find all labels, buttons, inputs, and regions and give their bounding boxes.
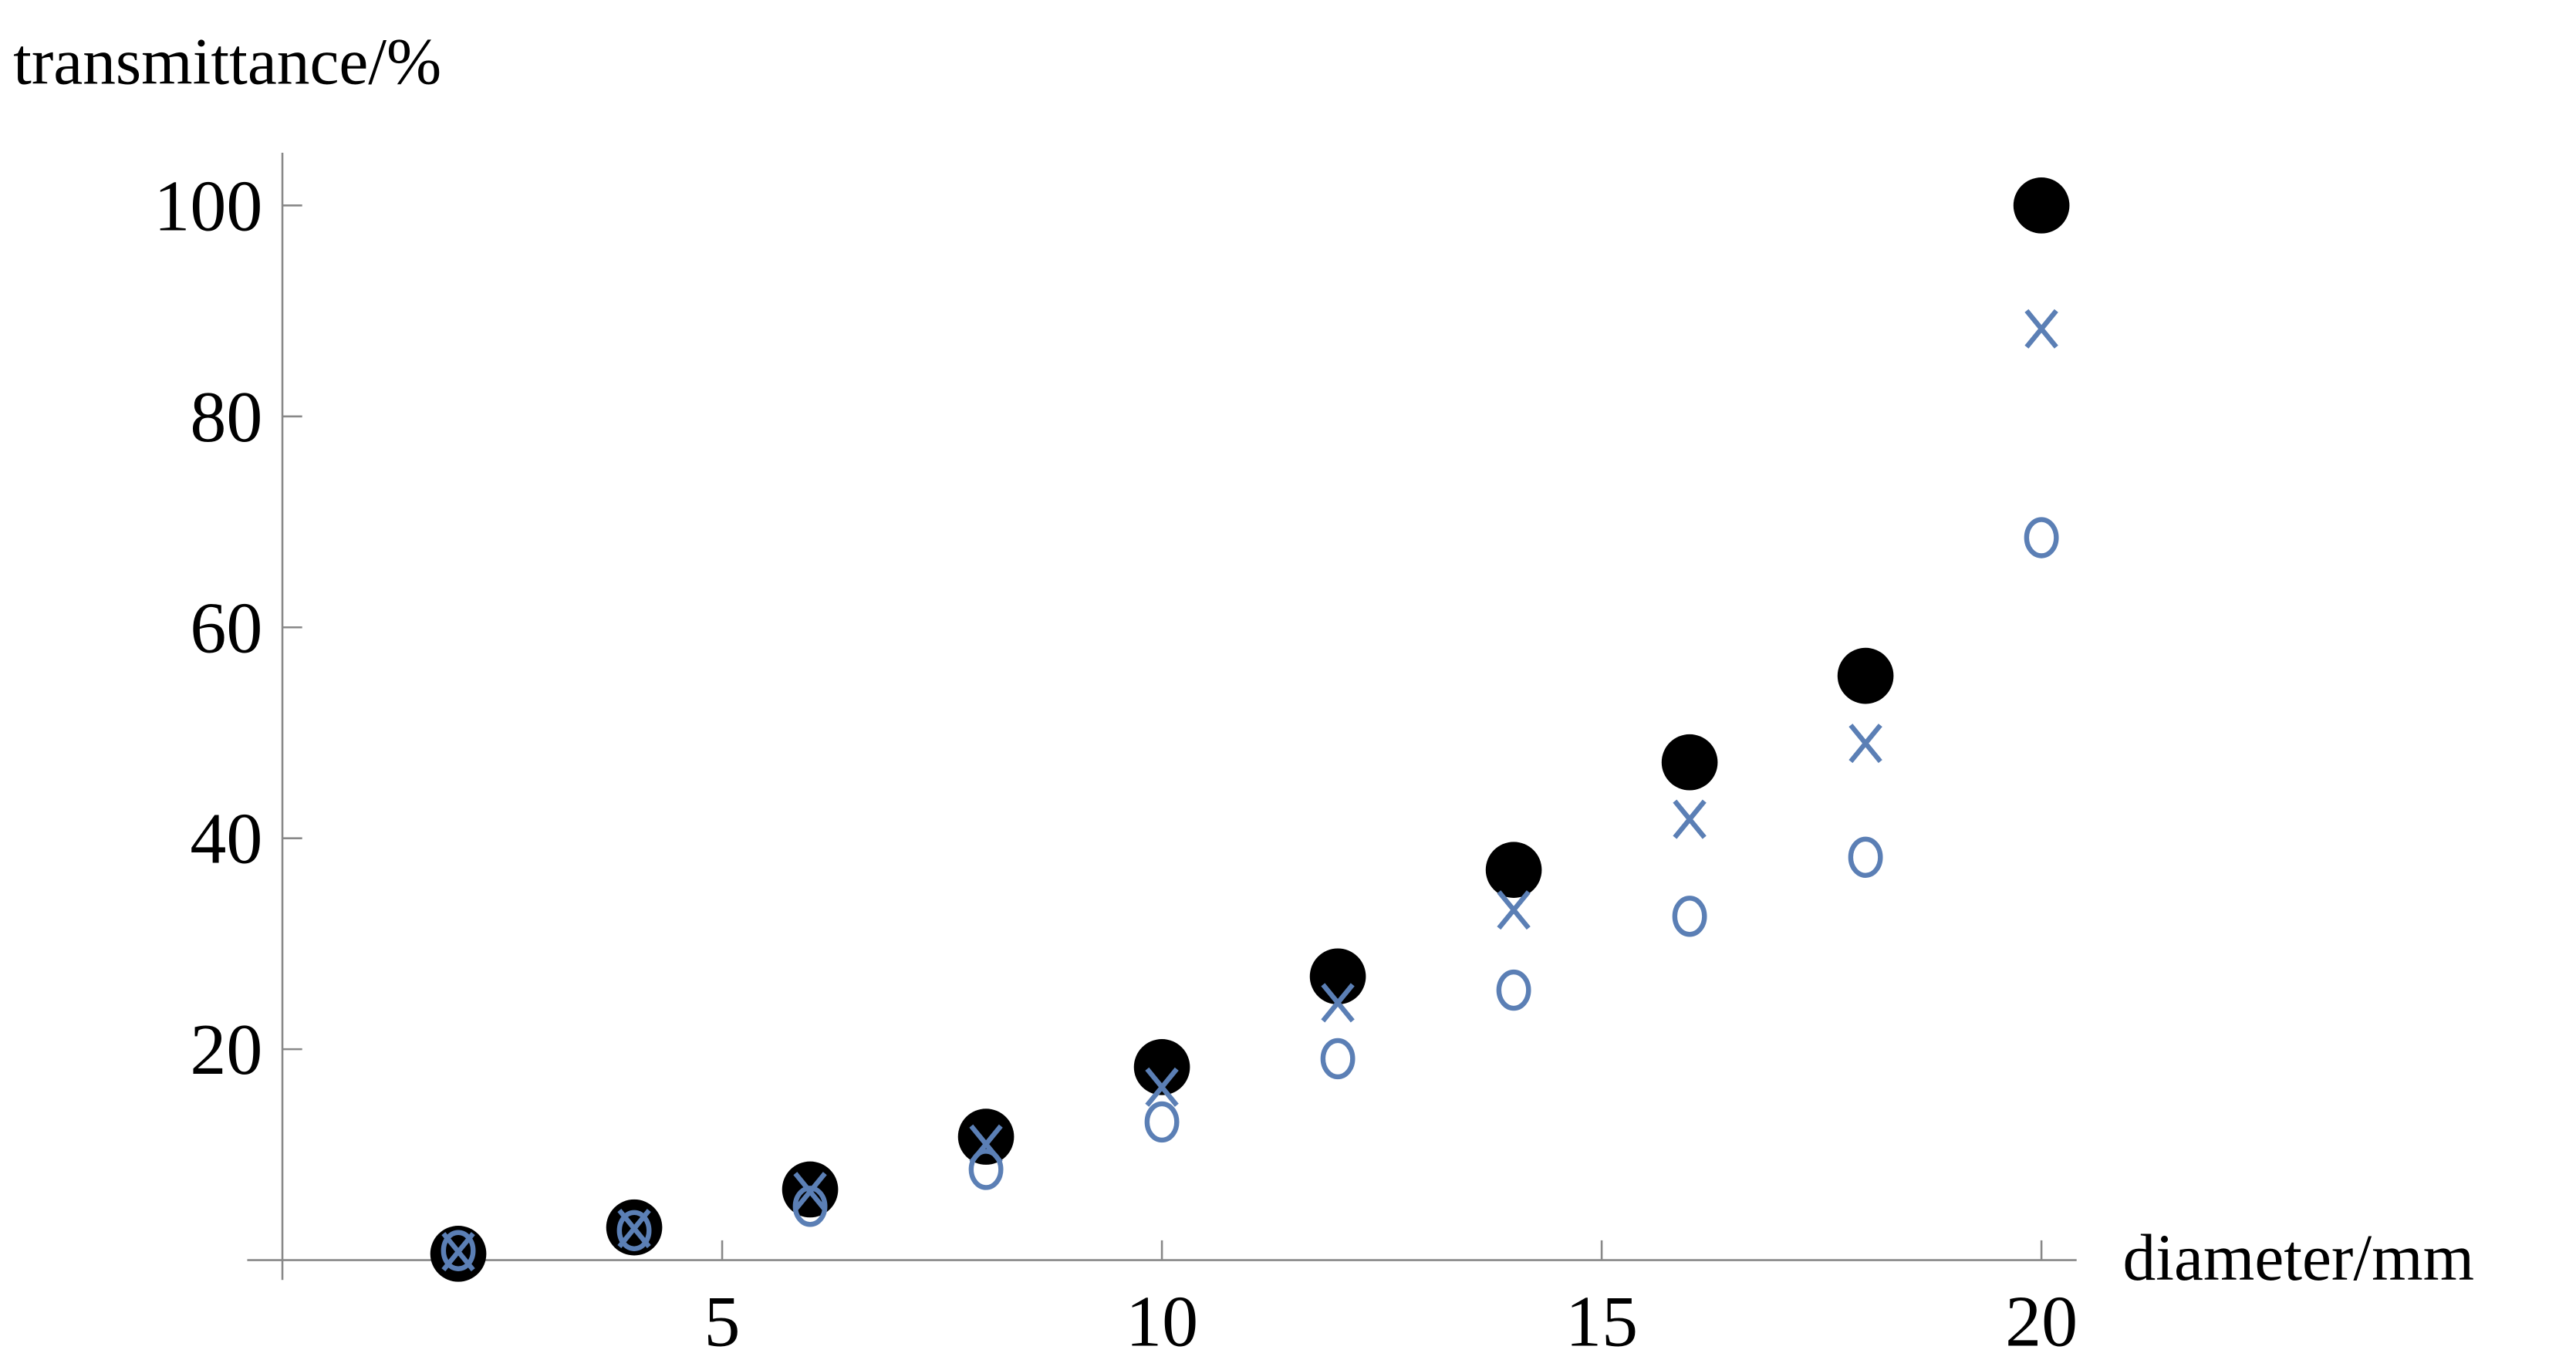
point <box>957 1108 1015 1165</box>
x-tick-label: 10 <box>1126 1282 1198 1362</box>
point <box>616 1210 652 1251</box>
point <box>968 1149 1004 1190</box>
x-tick-label: 20 <box>2005 1282 2078 1362</box>
point <box>441 1230 476 1271</box>
point <box>1848 836 1883 878</box>
point <box>1320 1038 1356 1080</box>
x-axis-label: diameter/mm <box>2123 1222 2475 1294</box>
point <box>1133 1039 1190 1095</box>
point <box>1837 647 1894 704</box>
y-tick-label: 100 <box>154 166 262 246</box>
point <box>1145 1067 1179 1107</box>
point <box>793 1172 827 1212</box>
point <box>2013 177 2070 234</box>
point <box>1309 948 1366 1005</box>
point <box>1497 890 1531 930</box>
point <box>1144 1101 1180 1143</box>
x-tick-label: 15 <box>1565 1282 1638 1362</box>
point <box>1661 734 1718 791</box>
y-axis-label: transmittance/% <box>13 25 441 98</box>
point <box>2024 309 2058 349</box>
y-tick-label: 80 <box>190 377 262 457</box>
y-tick-label: 40 <box>190 799 262 879</box>
point <box>1673 799 1707 839</box>
point <box>1496 969 1531 1011</box>
point <box>1321 983 1355 1023</box>
point <box>1848 724 1882 764</box>
point <box>792 1186 828 1227</box>
y-tick-label: 20 <box>190 1010 262 1090</box>
point <box>2024 517 2059 558</box>
x-tick-label: 5 <box>704 1282 741 1362</box>
y-tick-label: 60 <box>190 588 262 668</box>
point <box>1485 842 1542 899</box>
point <box>1672 896 1707 937</box>
